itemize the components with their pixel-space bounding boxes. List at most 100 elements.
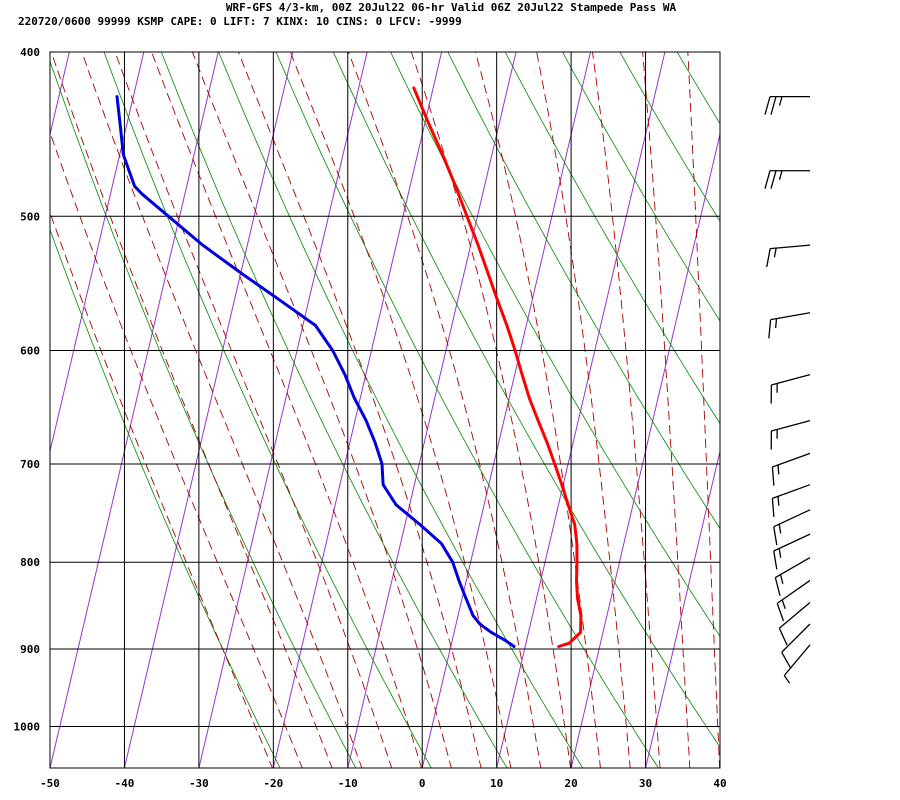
moist-adiabat-line bbox=[687, 52, 720, 768]
wind-barb-staff bbox=[771, 373, 811, 386]
dry-adiabat-line bbox=[50, 228, 281, 768]
dewpoint-line bbox=[115, 95, 516, 648]
x-tick-label: -20 bbox=[263, 777, 283, 790]
wind-barb-half-flag bbox=[773, 247, 777, 258]
dry-adiabat-line bbox=[332, 52, 720, 748]
wind-barb-staff bbox=[773, 509, 811, 528]
wind-barb-flag bbox=[773, 526, 778, 546]
wind-barb-flag bbox=[768, 319, 772, 339]
x-tick-label: 0 bbox=[419, 777, 426, 790]
wind-barb-flag bbox=[766, 248, 771, 268]
isotherm-line bbox=[198, 52, 368, 768]
wind-barb bbox=[764, 170, 810, 189]
wind-barb-half-flag bbox=[774, 318, 778, 328]
moist-adiabat-line bbox=[642, 52, 691, 768]
moist-adiabat-line bbox=[474, 52, 601, 768]
wind-barb-staff bbox=[778, 602, 811, 629]
wind-barb bbox=[766, 244, 811, 268]
wind-barb-flag bbox=[771, 466, 775, 486]
dry-adiabat-line bbox=[50, 60, 357, 768]
wind-barb bbox=[770, 373, 811, 404]
wind-barb-half-flag bbox=[781, 599, 786, 609]
moist-adiabat-line bbox=[50, 131, 303, 768]
wind-barb-staff bbox=[775, 557, 811, 579]
pressure-tick-label: 600 bbox=[20, 344, 40, 357]
wind-barb bbox=[778, 602, 811, 646]
pressure-tick-label: 500 bbox=[20, 210, 40, 223]
header-line-2: 220720/0600 99999 KSMP CAPE: 0 LIFT: 7 K… bbox=[18, 15, 462, 28]
moist-adiabat-line bbox=[50, 52, 333, 768]
wind-barb-flag bbox=[778, 627, 788, 646]
pressure-tick-label: 1000 bbox=[14, 721, 41, 734]
wind-barb-staff bbox=[781, 623, 811, 653]
wind-barb-flag bbox=[764, 96, 771, 115]
moist-adiabat-line bbox=[410, 52, 572, 768]
dry-adiabat-line bbox=[275, 52, 659, 768]
wind-barb bbox=[771, 484, 811, 518]
wind-barb-half-flag bbox=[779, 574, 784, 584]
wind-barb bbox=[770, 420, 811, 450]
moist-adiabat-line bbox=[151, 52, 422, 768]
x-tick-label: 40 bbox=[713, 777, 726, 790]
moist-adiabat-line bbox=[50, 211, 273, 768]
isotherm-line bbox=[272, 52, 443, 768]
grid bbox=[49, 51, 721, 769]
wind-barb-staff bbox=[772, 484, 811, 499]
moist-adiabat-line bbox=[81, 52, 363, 768]
wind-barb bbox=[783, 644, 811, 684]
wind-barb bbox=[773, 533, 811, 570]
wind-barb-staff bbox=[770, 244, 811, 250]
moist-adiabat-line bbox=[289, 52, 512, 768]
isotherm-line bbox=[645, 448, 720, 768]
moist-adiabat-line bbox=[114, 52, 393, 768]
pressure-tick-label: 700 bbox=[20, 458, 40, 471]
moist-adiabat-line bbox=[592, 52, 661, 768]
background-lines bbox=[50, 52, 720, 768]
dry-adiabat-line bbox=[160, 52, 508, 768]
dry-adiabat-line bbox=[504, 52, 720, 425]
wind-barb-staff bbox=[770, 312, 811, 321]
wind-barb-flag bbox=[776, 603, 785, 622]
wind-barb-half-flag bbox=[778, 548, 782, 558]
wind-barbs bbox=[764, 95, 811, 684]
wind-barb-flag bbox=[770, 170, 777, 189]
wind-barb bbox=[768, 312, 811, 339]
axis-ticks: -50 -40 -30 -20 -10 0 10 20 30 40 400 500 600 700 800 9… bbox=[14, 46, 727, 790]
x-tick-label: -50 bbox=[40, 777, 60, 790]
pressure-tick-label: 900 bbox=[20, 643, 40, 656]
moist-adiabat-line bbox=[348, 52, 542, 768]
wind-barb-flag bbox=[764, 170, 771, 189]
wind-barb bbox=[764, 95, 810, 115]
wind-barb-flag bbox=[770, 96, 777, 115]
x-tick-label: -30 bbox=[189, 777, 209, 790]
dry-adiabat-line bbox=[619, 52, 720, 222]
wind-barb-staff bbox=[773, 533, 811, 552]
dry-adiabat-line bbox=[447, 52, 720, 530]
wind-barb bbox=[774, 557, 811, 596]
wind-barb-staff bbox=[783, 644, 811, 676]
wind-barb-flag bbox=[771, 498, 775, 518]
x-tick-label: 30 bbox=[639, 777, 652, 790]
wind-barb-half-flag bbox=[778, 96, 783, 106]
wind-barb-staff bbox=[776, 579, 811, 604]
header-line-1: WRF-GFS 4/3-km, 00Z 20Jul22 06-hr Valid … bbox=[226, 1, 677, 14]
wind-barb-half-flag bbox=[778, 524, 782, 534]
pressure-tick-label: 800 bbox=[20, 556, 40, 569]
wind-barb-staff bbox=[772, 452, 811, 468]
plot-frame bbox=[49, 51, 721, 769]
x-tick-label: 10 bbox=[490, 777, 503, 790]
wind-barb bbox=[776, 579, 811, 622]
wind-barb bbox=[771, 452, 811, 486]
x-tick-label: 20 bbox=[564, 777, 577, 790]
wind-barb-staff bbox=[771, 420, 811, 432]
isotherm-line bbox=[347, 52, 517, 768]
isotherm-line bbox=[570, 132, 720, 768]
dry-adiabat-line bbox=[218, 52, 584, 768]
wind-barb-flag bbox=[773, 550, 778, 570]
wind-barb-flag bbox=[774, 577, 781, 596]
isotherm-line bbox=[496, 52, 666, 768]
isotherm-line bbox=[50, 52, 219, 768]
wind-barb-half-flag bbox=[783, 675, 791, 684]
wind-barb-half-flag bbox=[777, 496, 780, 506]
